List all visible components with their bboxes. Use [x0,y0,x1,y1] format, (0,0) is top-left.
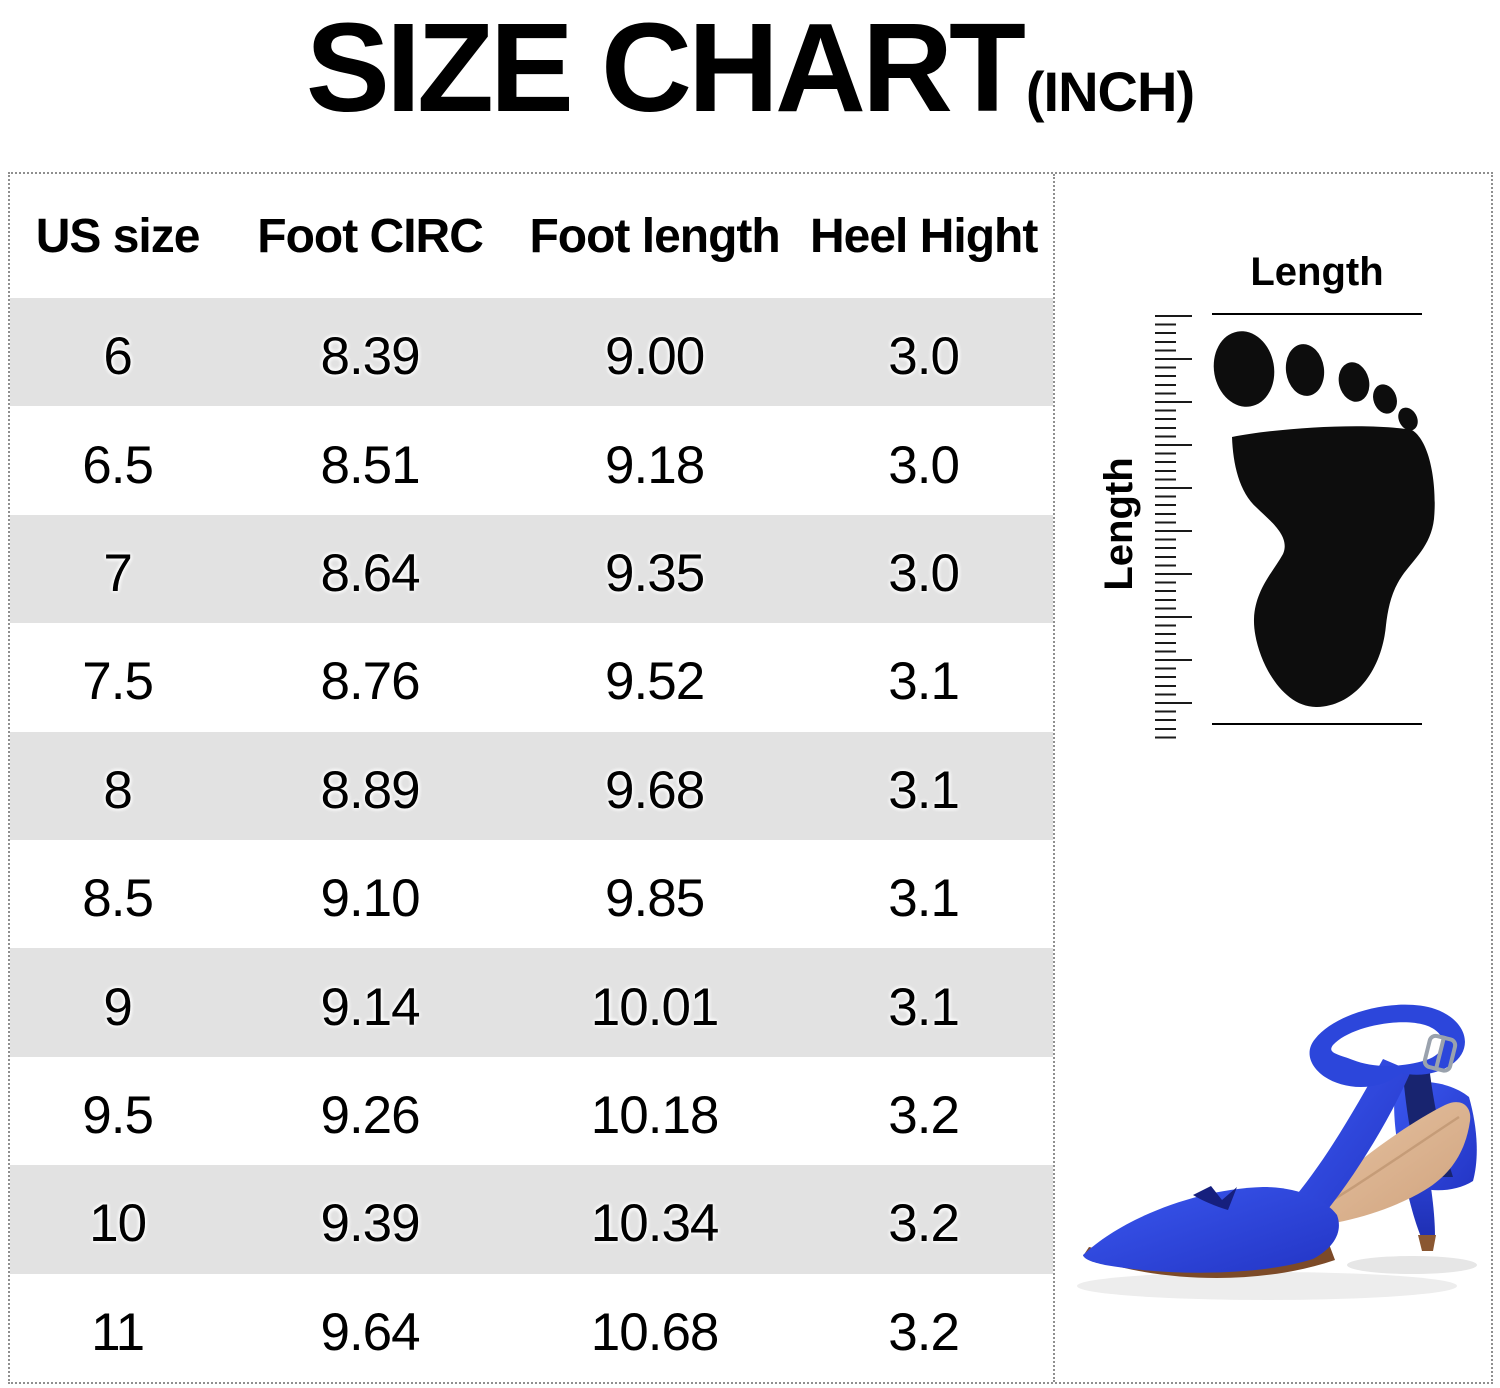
table-cell: 10.01 [590,977,720,1037]
column-header: Heel Hight [809,209,1038,263]
table-row: 7 8.64 9.35 3.0 [10,514,1053,624]
table-cell: 8.51 [320,435,420,495]
size-table-panel: US size Foot CIRC Foot length Heel Hight 6 8… [10,174,1053,1382]
measure-bottom-line [1212,723,1422,725]
table-cell: 8.5 [82,869,154,929]
footprint-icon [1213,331,1435,708]
measure-top-line [1212,313,1422,315]
table-cell: 3.2 [888,1085,960,1145]
ruler-icon [1155,315,1193,739]
table-cell: 10.18 [590,1085,720,1145]
table-row: 9.5 9.26 10.18 3.2 [10,1057,1053,1165]
table-cell: 8.39 [320,327,420,387]
table-cell: 9.35 [605,543,705,603]
table-cell: 3.0 [888,435,960,495]
table-row: 7.5 8.76 9.52 3.1 [10,623,1053,731]
table-cell: 7 [103,543,132,603]
shoe-vamp [1083,1186,1339,1278]
table-cell: 3.2 [888,1194,960,1254]
table-cell: 3.1 [888,760,960,820]
shoe-buckle-icon [1422,1033,1458,1073]
table-cell: 9.64 [320,1302,420,1362]
measure-panel: Length Length [1053,174,1491,1382]
vamp-notch [1193,1186,1237,1210]
chart-frame: US size Foot CIRC Foot length Heel Hight 6 8… [8,172,1493,1384]
table-row: 9 9.14 10.01 3.1 [10,948,1053,1057]
table-cell: 8.76 [320,652,420,712]
column-header: Foot length [529,209,780,263]
table-cell: 10.68 [590,1302,720,1362]
table-cell: 9.26 [320,1085,420,1145]
table-cell: 9.10 [320,869,420,929]
heel-tip [1418,1235,1436,1251]
table-row: 11 9.64 10.68 3.2 [10,1274,1053,1382]
page-title-text: SIZE CHART [305,0,1026,138]
table-cell: 8 [103,760,132,820]
table-row: 6.5 8.51 9.18 3.0 [10,406,1053,514]
shoe-ankle-strap [1309,1004,1465,1087]
table-cell: 9 [103,977,132,1037]
table-row: 10 9.39 10.34 3.2 [10,1165,1053,1274]
table-cell: 9.5 [82,1085,154,1145]
heel-shoe-image [1077,1004,1477,1300]
table-cell: 3.1 [888,977,960,1037]
table-cell: 7.5 [82,652,154,712]
table-cell: 3.1 [888,869,960,929]
length-side-label: Length [1097,457,1141,591]
table-cell: 8.89 [320,760,420,820]
table-row: 8.5 9.10 9.85 3.1 [10,840,1053,948]
table-row: 6 8.39 9.00 3.0 [10,298,1053,407]
table-cell: 6.5 [82,435,154,495]
table-cell: 3.2 [888,1302,960,1362]
table-cell: 9.85 [605,869,705,929]
table-cell: 9.18 [605,435,705,495]
length-top-label: Length [1250,250,1384,294]
page-title-unit: (INCH) [1025,60,1195,123]
size-table: US size Foot CIRC Foot length Heel Hight 6 8… [10,174,1053,1382]
shoe-shadow [1077,1256,1477,1300]
table-cell: 9.68 [605,760,705,820]
table-cell: 11 [91,1302,145,1362]
table-cell: 9.52 [605,652,705,712]
size-table-header: US size Foot CIRC Foot length Heel Hight [10,174,1053,298]
table-cell: 10.34 [590,1194,720,1254]
page-title: SIZE CHART (INCH) [0,0,1500,143]
table-cell: 3.0 [888,543,960,603]
table-cell: 9.39 [320,1194,420,1254]
table-row: 8 8.89 9.68 3.1 [10,731,1053,840]
size-table-body: 6 8.39 9.00 3.0 6.5 8.51 9.18 3.0 7 8.64 9.35 3.0 7.… [10,298,1053,1382]
table-cell: 10 [89,1194,147,1254]
shoe-cross-strap [1289,1059,1411,1223]
table-cell: 3.0 [888,327,960,387]
column-header: US size [35,209,201,263]
table-cell: 9.00 [605,327,705,387]
header-row: US size Foot CIRC Foot length Heel Hight [10,174,1053,298]
table-cell: 6 [103,327,132,387]
table-cell: 8.64 [320,543,420,603]
table-cell: 9.14 [320,977,420,1037]
table-cell: 3.1 [888,652,960,712]
column-header: Foot CIRC [257,209,484,263]
